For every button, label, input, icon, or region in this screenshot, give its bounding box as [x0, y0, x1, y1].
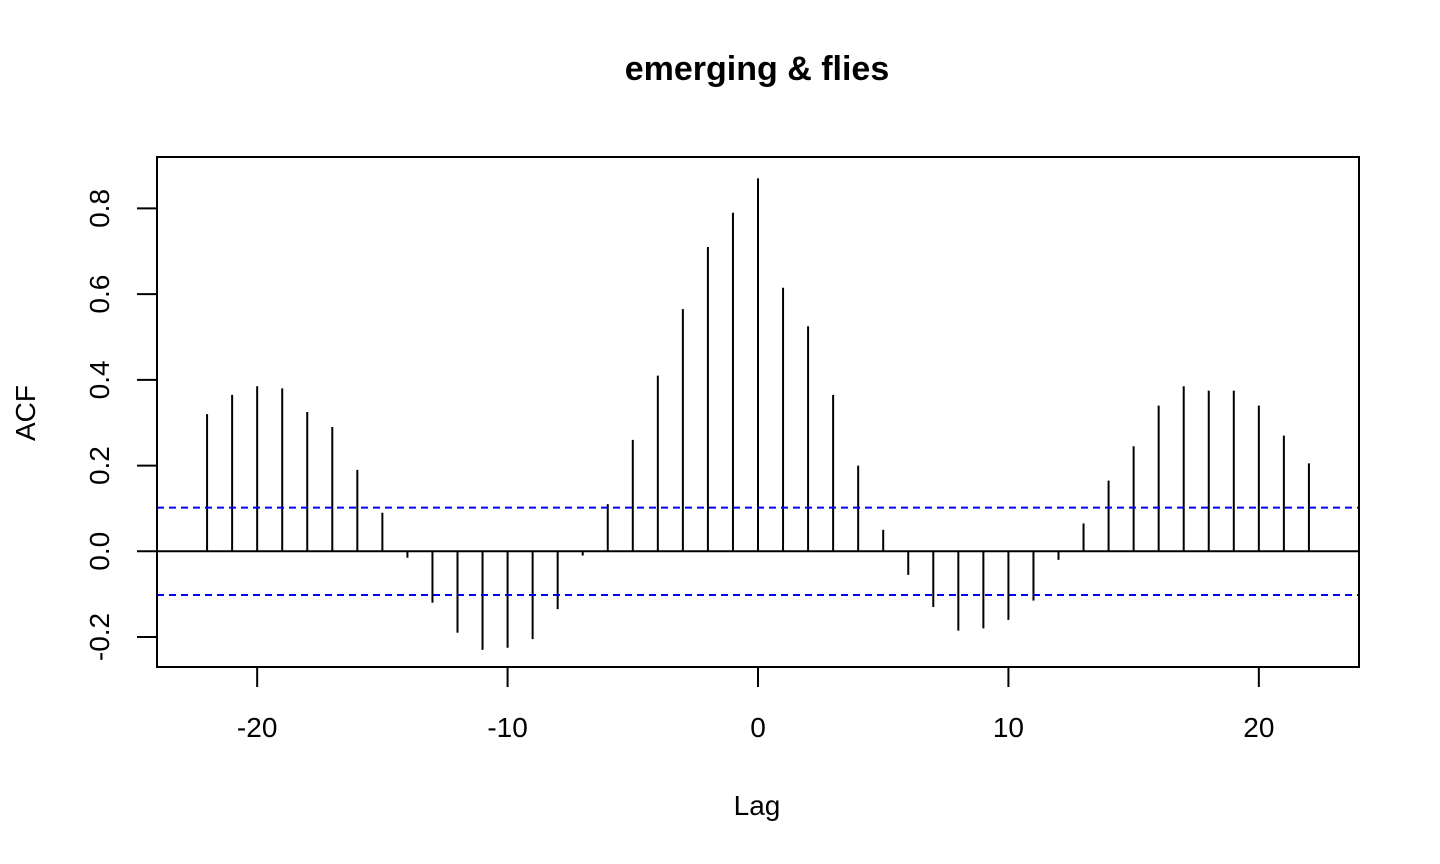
axes-group: -20 -10 0 10 20 -0.2 0.0 0.2 0.4 0.6 0.8	[84, 189, 1274, 743]
confidence-lines	[157, 506, 1359, 596]
x-tick-label-4: 20	[1243, 712, 1274, 743]
x-tick-label-0: -20	[237, 712, 277, 743]
y-tick-label-5: 0.8	[84, 189, 115, 228]
x-tick-label-3: 10	[993, 712, 1024, 743]
y-tick-label-2: 0.2	[84, 446, 115, 485]
y-tick-label-4: 0.6	[84, 275, 115, 314]
stems-group	[157, 178, 1359, 650]
chart-title: emerging & flies	[625, 50, 890, 88]
y-axis-label: ACF	[10, 385, 41, 441]
x-tick-label-2: 0	[750, 712, 766, 743]
y-tick-label-3: 0.4	[84, 360, 115, 399]
y-tick-label-1: 0.0	[84, 532, 115, 571]
plot-frame	[156, 156, 1360, 668]
y-tick-label-0: -0.2	[84, 613, 115, 661]
x-axis-label: Lag	[734, 790, 781, 821]
x-tick-label-1: -10	[487, 712, 527, 743]
